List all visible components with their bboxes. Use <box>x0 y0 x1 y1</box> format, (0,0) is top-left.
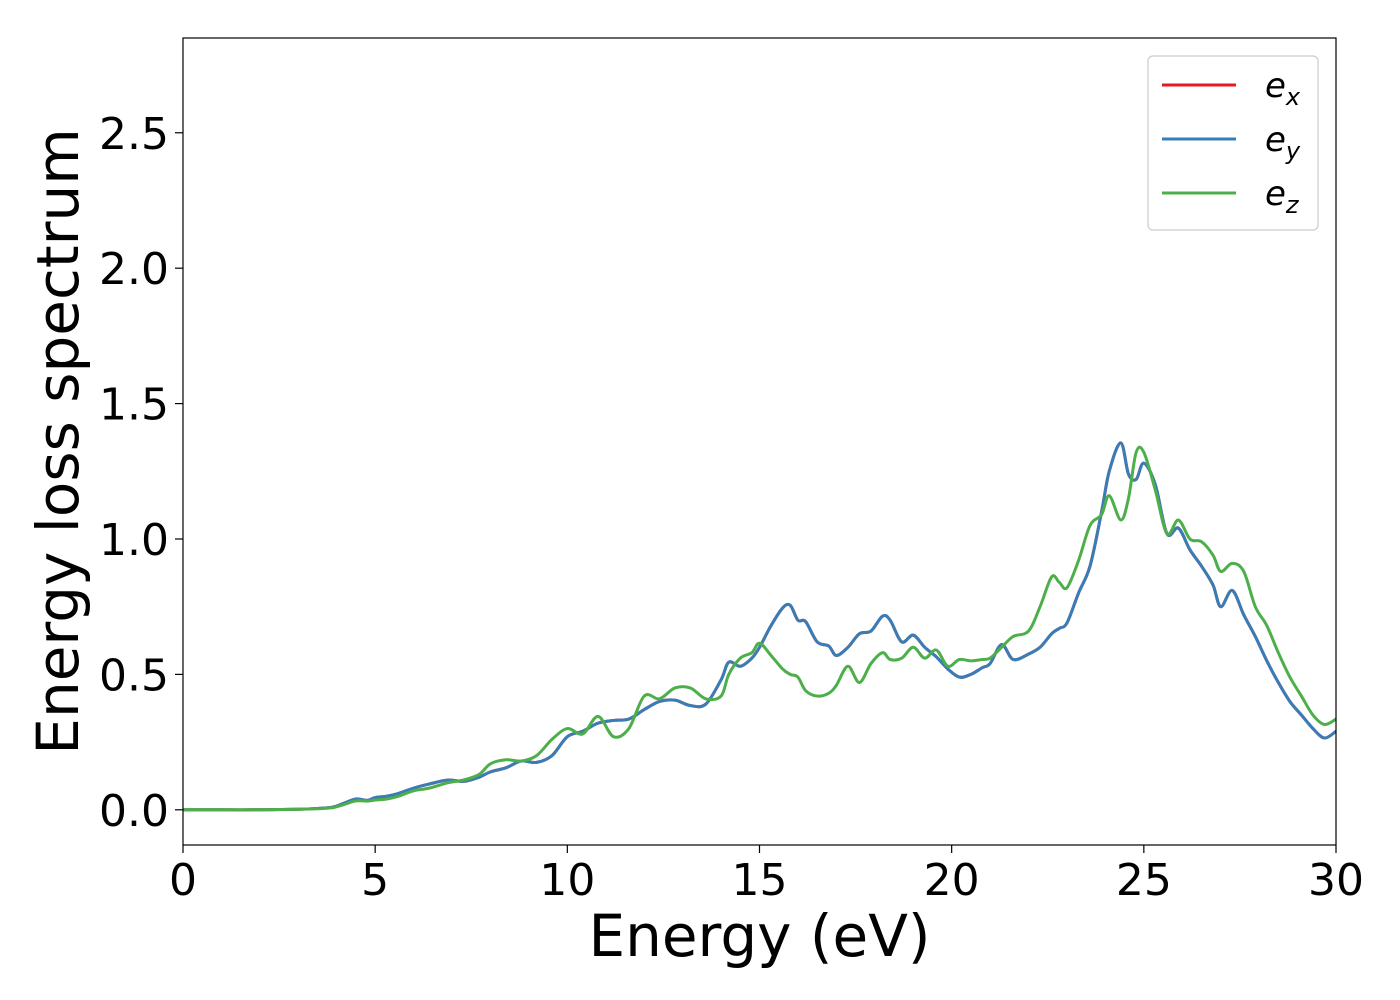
legend-label-y: ey <box>1265 120 1301 165</box>
y-tick-label: 2.5 <box>99 109 169 160</box>
y-tick-label: 0.5 <box>99 650 169 701</box>
y-tick-label: 1.5 <box>99 380 169 431</box>
y-tick-label: 1.0 <box>99 515 169 566</box>
x-tick-label: 10 <box>539 855 595 906</box>
x-axis: 0 5 10 15 20 25 30 <box>169 845 1364 906</box>
y-tick-label: 2.0 <box>99 244 169 295</box>
legend: ex ey ez <box>1147 55 1319 231</box>
series-line-z <box>183 445 1336 812</box>
plot-lines <box>183 441 1336 812</box>
legend-label-x: ex <box>1265 66 1301 111</box>
x-tick-label: 15 <box>732 855 788 906</box>
x-tick-label: 5 <box>361 855 389 906</box>
x-tick-label: 30 <box>1308 855 1364 906</box>
y-axis-title: Energy loss spectrum <box>24 128 92 754</box>
x-axis-title: Energy (eV) <box>588 902 930 970</box>
legend-label-z: ez <box>1265 174 1300 219</box>
y-axis: 0.0 0.5 1.0 1.5 2.0 2.5 <box>99 109 183 837</box>
x-tick-label: 20 <box>924 855 980 906</box>
y-tick-label: 0.0 <box>99 786 169 837</box>
legend-box <box>1147 55 1319 231</box>
x-tick-label: 0 <box>169 855 197 906</box>
x-tick-label: 25 <box>1116 855 1172 906</box>
